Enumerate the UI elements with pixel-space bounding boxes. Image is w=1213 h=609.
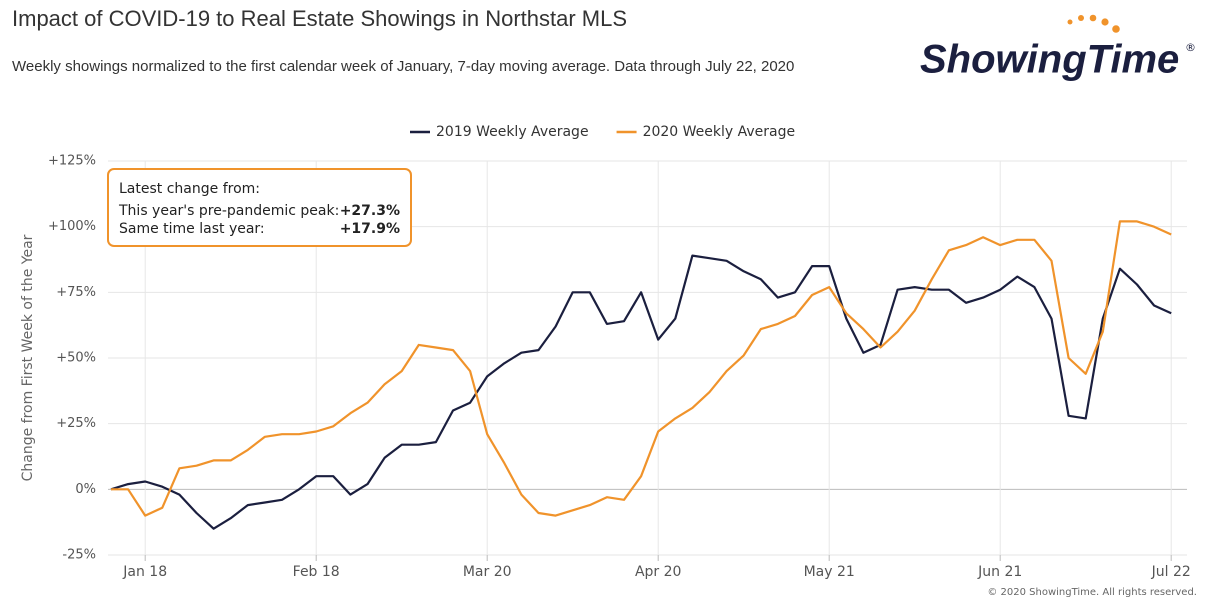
y-tick-label: +50%	[56, 351, 96, 366]
y-tick-label: +125%	[48, 154, 96, 169]
annotation-title: Latest change from:	[119, 181, 260, 197]
y-tick-label: -25%	[62, 548, 96, 563]
x-tick-label: Apr 20	[635, 564, 681, 580]
series-line	[111, 220, 1172, 517]
annotation-label: Same time last year:	[119, 221, 265, 237]
logo-dots	[1067, 14, 1120, 33]
series-line	[110, 254, 1172, 530]
chart-subtitle: Weekly showings normalized to the first …	[12, 58, 795, 75]
copyright: © 2020 ShowingTime. All rights reserved.	[987, 587, 1197, 598]
legend-label: 2019 Weekly Average	[436, 124, 589, 140]
x-tick-label: Mar 20	[463, 564, 512, 580]
x-tick-label: Jul 22	[1151, 564, 1191, 580]
logo-mark: ®	[1185, 41, 1196, 54]
y-tick-label: +75%	[56, 285, 96, 300]
legend-label: 2020 Weekly Average	[643, 124, 796, 140]
x-tick-label: May 21	[804, 564, 855, 580]
x-tick-label: Jan 18	[122, 564, 167, 580]
annotation-box	[107, 168, 412, 247]
y-tick-label: +100%	[48, 219, 96, 234]
x-tick-label: Feb 18	[293, 564, 340, 580]
y-tick-label: 0%	[75, 482, 96, 497]
annotation-value: +27.3%	[340, 203, 400, 219]
y-axis-label: Change from First Week of the Year	[20, 234, 36, 481]
annotation-value: +17.9%	[340, 221, 400, 237]
logo: ShowingTime	[920, 38, 1179, 82]
annotation-label: This year's pre-pandemic peak:	[118, 203, 339, 219]
x-tick-label: Jun 21	[977, 564, 1022, 580]
y-tick-label: +25%	[56, 416, 96, 431]
chart-title: Impact of COVID-19 to Real Estate Showin…	[12, 6, 628, 31]
